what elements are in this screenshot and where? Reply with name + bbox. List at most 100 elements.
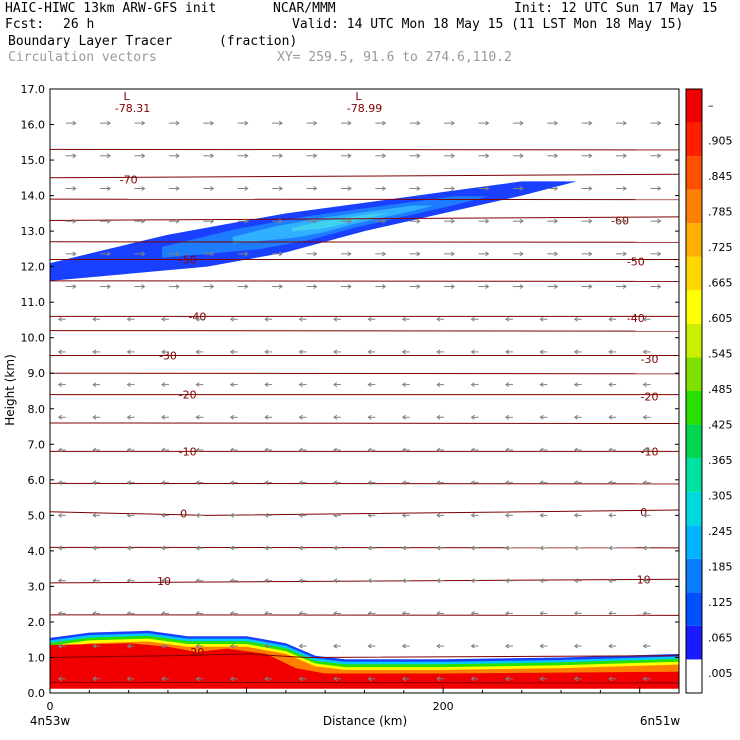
- vector-arrowhead: [126, 643, 131, 649]
- vector-arrowhead: [642, 480, 647, 486]
- vector-arrowhead: [642, 414, 647, 420]
- vector-arrowhead: [298, 545, 303, 551]
- vector-arrowhead: [401, 480, 406, 486]
- model-title: HAIC-HIWC 13km ARW-GFS init: [5, 1, 217, 16]
- vector-arrowhead: [539, 414, 544, 420]
- vector-arrowhead: [57, 480, 63, 486]
- colorbar-swatch: [686, 458, 702, 492]
- vector-arrowhead: [554, 251, 559, 257]
- vector-arrowhead: [244, 120, 249, 126]
- vector-arrowhead: [106, 186, 112, 191]
- vector-arrowhead: [485, 218, 490, 224]
- x-end-label-right: 6n51w: [640, 714, 681, 728]
- contour-label: 0: [640, 506, 647, 519]
- vector-arrowhead: [416, 251, 421, 257]
- colorbar-label: .845: [708, 170, 733, 183]
- vector-arrowhead: [298, 316, 303, 322]
- vector-arrowhead: [57, 676, 63, 682]
- vector-arrowhead: [229, 316, 234, 322]
- vector-arrowhead: [126, 382, 131, 388]
- vector-arrowhead: [92, 643, 97, 649]
- y-tick-label: 10.0: [21, 332, 46, 345]
- vector-arrowhead: [450, 218, 456, 224]
- vector-arrowhead: [470, 643, 475, 649]
- vector-arrowhead: [126, 578, 131, 584]
- vector-arrowhead: [470, 316, 475, 322]
- colorbar-label: .065: [708, 632, 733, 645]
- vector-arrowhead: [573, 578, 578, 584]
- vector-arrowhead: [229, 349, 234, 355]
- vector-arrowhead: [195, 676, 200, 682]
- vector-arrowhead: [450, 251, 456, 257]
- vector-arrowhead: [313, 153, 318, 159]
- vector-arrowhead: [573, 480, 578, 486]
- vector-arrowhead: [470, 512, 475, 518]
- contour-label: -40: [188, 310, 206, 323]
- low-value: -78.31: [115, 102, 150, 115]
- vector-arrowhead: [347, 251, 352, 257]
- vector-arrowhead: [622, 218, 628, 224]
- vector-arrowhead: [229, 382, 234, 388]
- vector-arrowhead: [126, 676, 131, 682]
- vector-arrowhead: [436, 545, 441, 551]
- vector-arrowhead: [347, 153, 352, 159]
- x-tick-label: 0: [47, 700, 54, 713]
- vector-arrowhead: [505, 349, 510, 355]
- vector-arrowhead: [264, 643, 269, 649]
- vector-arrowhead: [588, 218, 593, 224]
- vector-arrowhead: [57, 643, 63, 649]
- vector-arrowhead: [573, 414, 578, 420]
- vector-arrowhead: [298, 480, 303, 486]
- vector-arrowhead: [450, 153, 456, 159]
- vector-arrowhead: [264, 578, 269, 584]
- vector-arrowhead: [92, 610, 97, 616]
- vector-arrowhead: [333, 316, 338, 322]
- vector-arrowhead: [161, 480, 166, 486]
- vector-arrowhead: [539, 610, 544, 616]
- y-tick-label: 7.0: [28, 438, 46, 451]
- org-label: NCAR/MMM: [273, 1, 336, 16]
- colorbar-swatch: [686, 323, 702, 358]
- vector-arrowhead: [126, 414, 131, 420]
- vector-arrowhead: [573, 382, 578, 388]
- vector-arrowhead: [72, 218, 77, 224]
- vector-arrowhead: [106, 153, 112, 159]
- vector-arrowhead: [608, 480, 613, 486]
- vector-arrowhead: [470, 480, 475, 486]
- vector-arrowhead: [161, 643, 166, 649]
- vector-arrowhead: [367, 512, 372, 518]
- vector-arrowhead: [347, 186, 352, 191]
- y-tick-label: 1.0: [28, 651, 46, 664]
- vector-arrowhead: [573, 447, 578, 453]
- vector-arrowhead: [382, 251, 387, 257]
- colorbar-label: .125: [708, 596, 733, 609]
- vector-arrowhead: [401, 414, 406, 420]
- vector-arrowhead: [175, 120, 180, 126]
- vector-arrowhead: [573, 316, 578, 322]
- vector-arrowhead: [141, 153, 146, 159]
- vector-arrowhead: [333, 414, 338, 420]
- vector-arrowhead: [416, 120, 421, 126]
- vector-arrowhead: [141, 186, 146, 191]
- vector-arrowhead: [519, 251, 524, 257]
- vector-arrowhead: [298, 382, 303, 388]
- vector-arrowhead: [264, 447, 269, 453]
- vector-arrowhead: [450, 284, 456, 289]
- vector-arrowhead: [436, 447, 441, 453]
- vector-arrowhead: [72, 251, 77, 257]
- vector-arrowhead: [519, 153, 524, 159]
- vector-arrowhead: [161, 545, 166, 551]
- vector-arrowhead: [382, 218, 387, 224]
- vector-arrowhead: [367, 414, 372, 420]
- vector-arrowhead: [657, 120, 662, 126]
- vector-arrowhead: [298, 512, 303, 518]
- colorbar-swatch: [686, 122, 702, 157]
- vector-arrowhead: [608, 545, 613, 551]
- vector-arrowhead: [57, 316, 63, 322]
- vector-arrowhead: [229, 610, 234, 616]
- contour-label: -50: [627, 255, 645, 268]
- vector-arrowhead: [244, 153, 249, 159]
- colorbar-label: .545: [708, 347, 733, 360]
- vector-arrowhead: [436, 382, 441, 388]
- vector-arrowhead: [436, 316, 441, 322]
